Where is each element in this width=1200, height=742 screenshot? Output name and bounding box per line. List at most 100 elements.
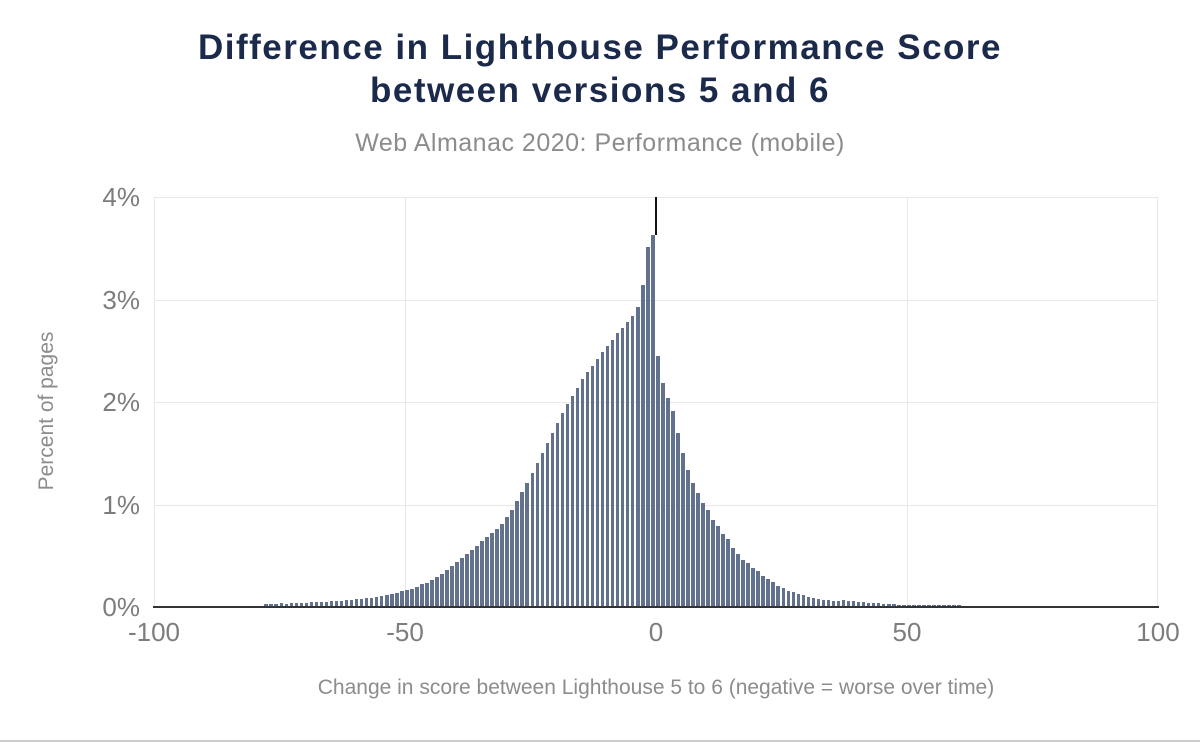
histogram-bar — [640, 285, 645, 607]
histogram-bar — [334, 600, 339, 607]
histogram-bar — [741, 559, 745, 607]
histogram-bar — [826, 599, 831, 607]
histogram-bar — [856, 601, 861, 607]
histogram-bar — [525, 483, 530, 607]
histogram-bar — [666, 397, 670, 607]
histogram-bar — [475, 545, 479, 607]
histogram-bar — [565, 404, 570, 607]
histogram-bar — [771, 582, 776, 607]
histogram-bar — [430, 580, 434, 607]
histogram-bar — [520, 492, 525, 607]
histogram-bar — [555, 422, 560, 607]
histogram-bar — [635, 306, 640, 607]
histogram-bar — [811, 597, 816, 607]
histogram-bar — [289, 602, 294, 607]
histogram-bar — [425, 583, 429, 607]
histogram-bar — [319, 601, 324, 607]
histogram-bar — [530, 472, 535, 607]
histogram-bar — [505, 516, 509, 607]
histogram-bar — [686, 469, 690, 607]
histogram-bar — [299, 602, 304, 607]
histogram-bar — [389, 593, 394, 607]
histogram-bar — [450, 566, 454, 607]
histogram-bar — [560, 413, 565, 607]
histogram-bar — [681, 453, 685, 607]
histogram-bar — [465, 553, 469, 607]
histogram-bar — [891, 603, 896, 607]
histogram-bar — [415, 586, 419, 607]
histogram-bar — [445, 570, 449, 607]
histogram-bar — [354, 598, 359, 607]
x-axis-line — [153, 606, 1159, 608]
histogram-bar — [359, 598, 364, 607]
histogram-bar — [309, 601, 314, 607]
histogram-bar — [866, 602, 871, 607]
histogram-bar — [284, 603, 289, 607]
histogram-bar — [575, 387, 580, 607]
histogram-bar — [580, 379, 585, 607]
y-axis-tick-label: 3% — [102, 284, 140, 315]
y-axis-tick-label: 4% — [102, 182, 140, 212]
chart-title: Difference in Lighthouse Performance Sco… — [197, 28, 1002, 110]
histogram-bar — [279, 602, 284, 607]
histogram-bar — [460, 557, 464, 607]
histogram-bar — [455, 561, 459, 607]
histogram-bar — [776, 585, 781, 607]
histogram-bar — [766, 579, 771, 607]
histogram-bar — [630, 315, 635, 607]
histogram-bar — [470, 549, 474, 607]
histogram-bar — [791, 591, 796, 607]
histogram-bar — [671, 411, 675, 607]
histogram-bar — [304, 602, 309, 607]
histogram-bar — [394, 592, 399, 607]
histogram-bar — [490, 533, 494, 607]
histogram-bar — [841, 599, 846, 607]
histogram-bar — [620, 328, 625, 607]
histogram-bar — [324, 601, 329, 607]
histogram-bar — [836, 600, 841, 607]
histogram-bar — [751, 568, 755, 607]
histogram-bar — [349, 599, 354, 607]
x-axis-tick-label: 100 — [1136, 617, 1180, 647]
histogram-bar — [410, 588, 414, 607]
gridline-vertical — [1157, 197, 1158, 607]
histogram-bar — [600, 351, 605, 607]
histogram-bar — [716, 526, 720, 607]
histogram-bar — [610, 339, 615, 607]
histogram-bar — [781, 587, 786, 607]
gridline-vertical — [907, 197, 908, 607]
histogram-bar — [550, 432, 555, 607]
histogram-bar — [881, 603, 886, 607]
gridline-vertical — [154, 197, 155, 607]
histogram-bar — [314, 601, 319, 607]
histogram-bar — [384, 594, 389, 607]
histogram-bar — [676, 432, 680, 607]
histogram-bar — [545, 443, 550, 607]
histogram-bar — [861, 601, 866, 607]
histogram-bar — [515, 501, 520, 607]
histogram-bar — [701, 502, 705, 607]
x-axis-tick-label: -100 — [127, 617, 181, 647]
histogram-bar — [851, 600, 856, 607]
histogram-bar — [831, 600, 836, 607]
histogram-bar — [711, 519, 715, 607]
histogram-bar — [615, 333, 620, 607]
histogram-bar — [535, 462, 540, 607]
histogram-bar — [645, 247, 650, 607]
histogram-bar — [656, 355, 660, 607]
histogram-bar — [871, 602, 876, 607]
histogram-bar — [846, 600, 851, 607]
zero-reference-line — [655, 197, 657, 235]
histogram-bar — [399, 590, 404, 607]
chart-subtitle: Web Almanac 2020: Performance (mobile) — [355, 129, 845, 157]
histogram-bar — [440, 574, 444, 607]
histogram-bar — [691, 483, 695, 607]
histogram-bar — [420, 584, 424, 607]
histogram-bar — [510, 509, 514, 607]
x-axis-tick-label: 50 — [892, 617, 922, 647]
histogram-bar — [264, 603, 269, 607]
histogram-bar — [726, 539, 730, 607]
histogram-bar — [605, 345, 610, 607]
histogram-bar — [886, 603, 891, 607]
histogram-bar — [364, 597, 369, 607]
